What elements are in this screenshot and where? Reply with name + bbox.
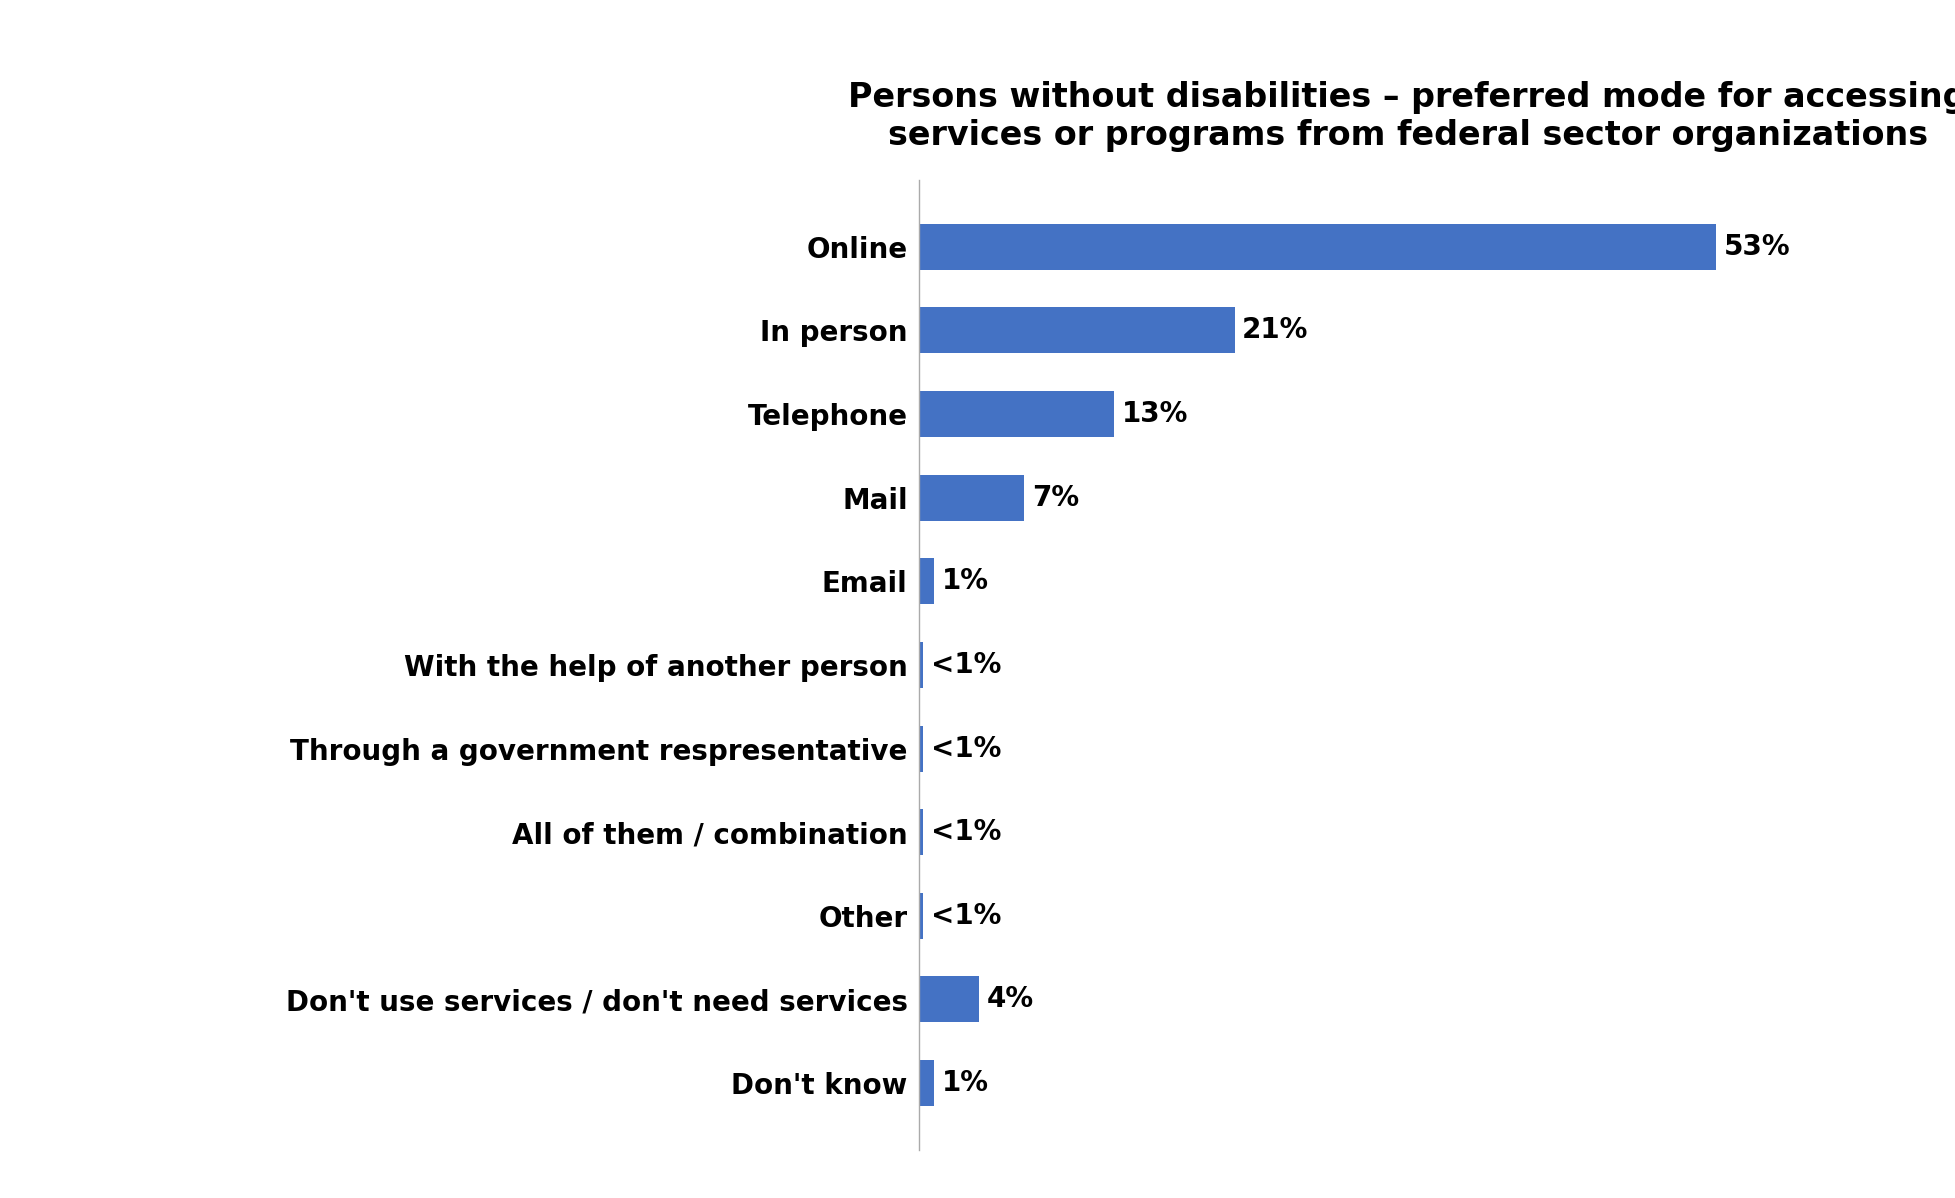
Bar bbox=[919, 893, 923, 939]
Bar bbox=[919, 558, 934, 604]
Bar bbox=[919, 809, 923, 855]
Text: <1%: <1% bbox=[931, 734, 1001, 762]
Bar bbox=[919, 308, 1236, 353]
Text: <1%: <1% bbox=[931, 902, 1001, 930]
Bar bbox=[919, 474, 1024, 521]
Text: 7%: 7% bbox=[1032, 484, 1079, 512]
Text: 4%: 4% bbox=[987, 986, 1034, 1014]
Text: 21%: 21% bbox=[1241, 316, 1308, 344]
Bar bbox=[919, 1060, 934, 1106]
Bar bbox=[919, 391, 1114, 437]
Bar bbox=[919, 224, 1716, 270]
Text: <1%: <1% bbox=[931, 651, 1001, 679]
Text: <1%: <1% bbox=[931, 818, 1001, 846]
Bar bbox=[919, 642, 923, 688]
Text: 1%: 1% bbox=[942, 1069, 989, 1097]
Text: 1%: 1% bbox=[942, 568, 989, 595]
Bar bbox=[919, 976, 979, 1022]
Title: Persons without disabilities – preferred mode for accessing
services or programs: Persons without disabilities – preferred… bbox=[848, 80, 1955, 152]
Text: 13%: 13% bbox=[1122, 400, 1189, 428]
Text: 53%: 53% bbox=[1724, 232, 1791, 261]
Bar bbox=[919, 726, 923, 772]
